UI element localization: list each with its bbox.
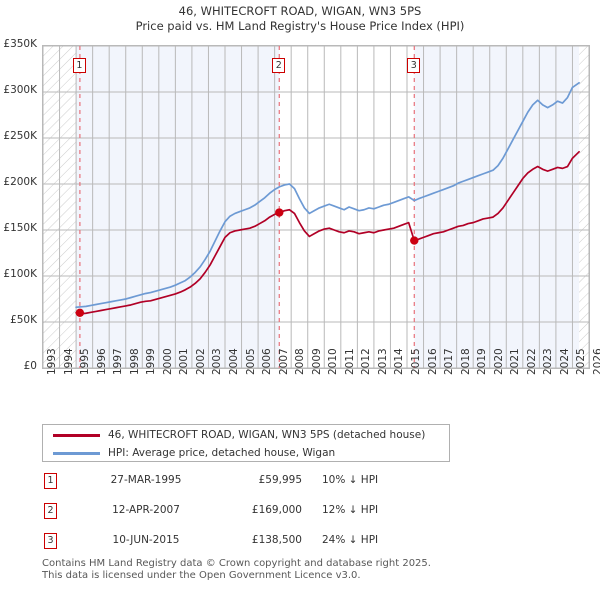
x-axis-tick: 2014 (393, 348, 406, 375)
page-title: 46, WHITECROFT ROAD, WIGAN, WN3 5PS (178, 4, 422, 18)
x-axis-tick: 2002 (194, 348, 207, 375)
txn-marker-3: 3 (44, 533, 57, 549)
x-axis-tick: 2017 (443, 348, 456, 375)
title-block: 46, WHITECROFT ROAD, WIGAN, WN3 5PS Pric… (0, 4, 600, 34)
x-axis-tick: 2016 (426, 348, 439, 375)
x-axis-tick: 2013 (376, 348, 389, 375)
txn-price-2: £169,000 (251, 504, 302, 516)
x-axis-tick: 2005 (244, 348, 257, 375)
x-axis-tick: 2022 (525, 348, 538, 375)
txn-marker-2: 2 (44, 503, 57, 519)
x-axis-tick: 1996 (95, 348, 108, 375)
txn-date-3: 10-JUN-2015 (112, 534, 180, 546)
x-axis-tick: 2008 (294, 348, 307, 375)
x-axis-tick: 2026 (592, 348, 600, 375)
y-axis-tick: £350K (3, 38, 37, 50)
txn-date-1: 27-MAR-1995 (110, 474, 182, 486)
chart-marker-3: 3 (407, 58, 421, 73)
x-axis-labels: 1993 1994 1995 1996 1997 1998 1999 2000 2001 2002… (0, 348, 600, 414)
txn-price-1: £59,995 (258, 474, 302, 486)
y-axis-tick: £100K (3, 268, 37, 280)
x-axis-tick: 2004 (228, 348, 240, 375)
footer-line-2: This data is licensed under the Open Gov… (42, 570, 361, 581)
txn-date-2: 12-APR-2007 (112, 504, 180, 516)
x-axis-tick: 2009 (310, 348, 323, 375)
x-axis-tick: 2024 (558, 348, 571, 375)
x-axis-tick: 1995 (79, 348, 92, 375)
x-axis-tick: 2023 (542, 348, 555, 375)
x-axis-tick: 2015 (410, 348, 422, 375)
txn-marker-1: 1 (44, 473, 57, 489)
x-axis-tick: 1994 (62, 348, 75, 375)
x-axis-tick: 2011 (343, 348, 356, 375)
legend-item-price-paid: 46, WHITECROFT ROAD, WIGAN, WN3 5PS (det… (43, 426, 449, 445)
x-axis-tick: 2006 (261, 348, 274, 375)
y-axis-tick: £250K (3, 130, 37, 142)
x-axis-tick: 2025 (575, 348, 588, 375)
x-axis-tick: 2019 (476, 348, 489, 375)
chart-area: £0 £50K £100K £150K £200K £250K £300K £350K 1 2 3 (0, 38, 600, 372)
x-axis-tick: 2010 (327, 348, 340, 375)
legend-item-hpi: HPI: Average price, detached house, Wiga… (43, 444, 449, 463)
x-axis-tick: 2018 (459, 348, 472, 375)
footer-line-1: Contains HM Land Registry data © Crown c… (42, 558, 431, 569)
x-axis-tick: 2003 (211, 348, 224, 375)
x-axis-tick: 2020 (492, 348, 505, 375)
x-axis-tick: 1997 (112, 348, 125, 375)
page-subtitle: Price paid vs. HM Land Registry's House … (135, 19, 465, 33)
chart-marker-1: 1 (72, 58, 86, 73)
y-axis-tick: £150K (3, 222, 37, 234)
chart-svg (43, 46, 589, 368)
table-row: 1 27-MAR-1995 £59,995 10% ↓ HPI (44, 472, 474, 496)
y-axis-tick: £0 (23, 360, 37, 372)
y-axis-tick: £200K (3, 176, 37, 188)
y-axis-tick: £50K (10, 314, 37, 326)
legend-label-price-paid: 46, WHITECROFT ROAD, WIGAN, WN3 5PS (det… (108, 429, 426, 441)
y-axis-tick: £300K (3, 84, 37, 96)
chart-marker-2: 2 (272, 58, 286, 73)
legend-swatch-hpi (53, 452, 100, 455)
x-axis-tick: 2007 (277, 348, 290, 375)
table-row: 2 12-APR-2007 £169,000 12% ↓ HPI (44, 502, 474, 526)
table-row: 3 10-JUN-2015 £138,500 24% ↓ HPI (44, 532, 474, 556)
legend-label-hpi: HPI: Average price, detached house, Wiga… (108, 447, 336, 459)
plot-area (42, 45, 590, 369)
footer: Contains HM Land Registry data © Crown c… (42, 558, 582, 582)
txn-delta-2: 12% ↓ HPI (322, 504, 379, 516)
txn-delta-3: 24% ↓ HPI (322, 534, 379, 546)
legend-swatch-price-paid (53, 434, 100, 437)
x-axis-tick: 2001 (178, 348, 191, 375)
txn-price-3: £138,500 (251, 534, 302, 546)
x-axis-tick: 2012 (360, 348, 373, 375)
x-axis-tick: 1993 (46, 348, 58, 375)
x-axis-tick: 1998 (128, 348, 141, 375)
chart-legend: 46, WHITECROFT ROAD, WIGAN, WN3 5PS (det… (42, 424, 450, 462)
x-axis-tick: 1999 (145, 348, 158, 375)
txn-delta-1: 10% ↓ HPI (322, 474, 379, 486)
x-axis-tick: 2000 (161, 348, 174, 375)
x-axis-tick: 2021 (509, 348, 522, 375)
